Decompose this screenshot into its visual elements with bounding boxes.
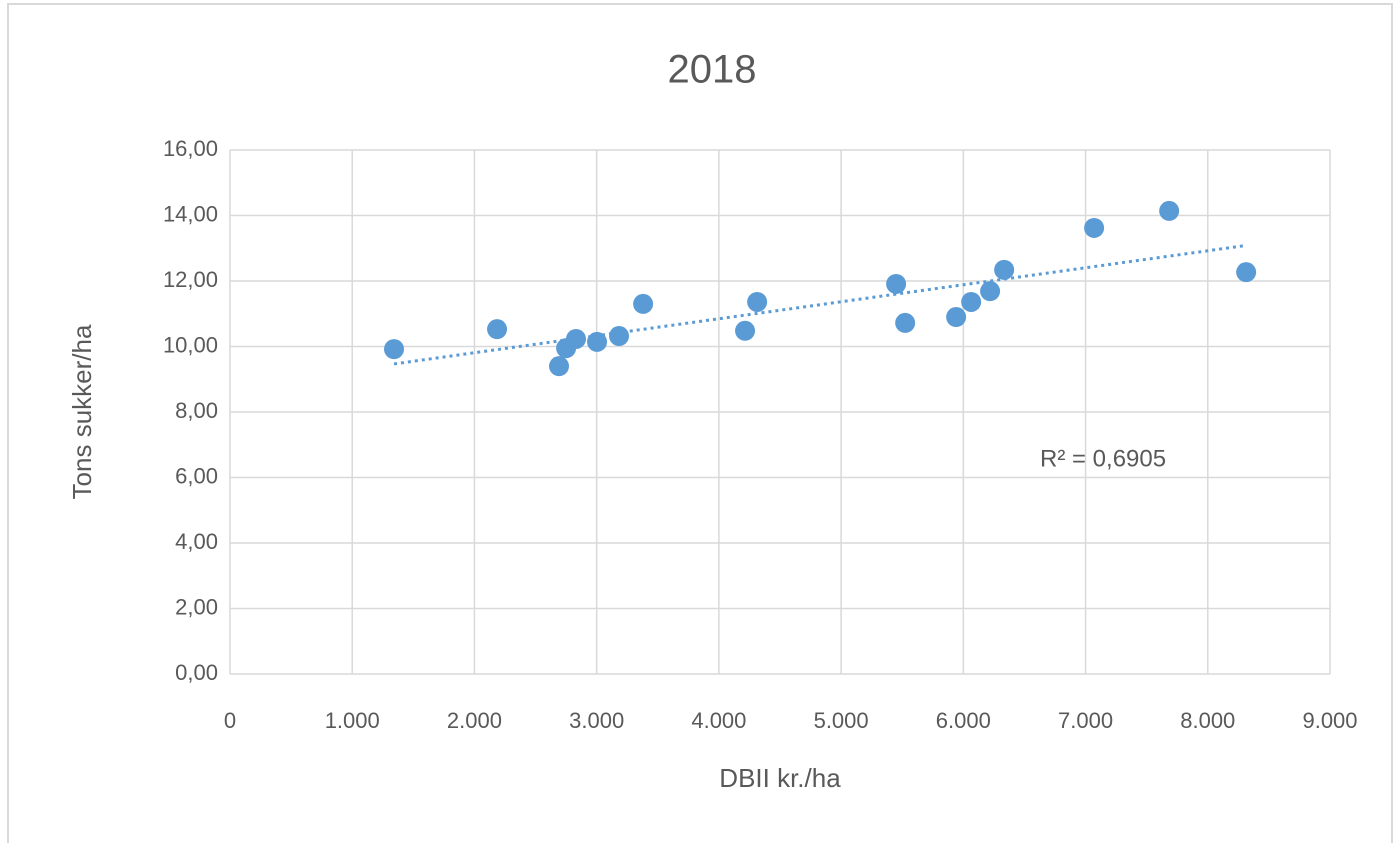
y-tick-label: 16,00 — [163, 136, 218, 161]
y-tick-label: 12,00 — [163, 267, 218, 292]
point — [609, 326, 630, 347]
y-axis-label: Tons sukker/ha — [67, 324, 97, 499]
point — [487, 319, 508, 340]
point — [633, 293, 654, 314]
x-tick-label: 1.000 — [325, 708, 380, 733]
x-tick-label: 4.000 — [691, 708, 746, 733]
x-tick-label: 3.000 — [569, 708, 624, 733]
chart-title: 2018 — [668, 48, 757, 92]
point — [961, 291, 982, 312]
x-axis-label: DBII kr./ha — [719, 763, 841, 793]
y-tick-label: 0,00 — [175, 660, 218, 685]
trendline — [393, 243, 1247, 366]
point — [735, 320, 756, 341]
x-tick-label: 0 — [224, 708, 236, 733]
point — [946, 307, 967, 328]
annotation: R² = 0,6905 — [1040, 445, 1166, 472]
point — [994, 259, 1015, 280]
point — [1159, 200, 1180, 221]
point — [895, 312, 916, 333]
point — [549, 356, 570, 377]
point — [384, 339, 405, 360]
x-tick-label: 6.000 — [936, 708, 991, 733]
point — [747, 291, 768, 312]
y-tick-label: 6,00 — [175, 463, 218, 488]
x-tick-label: 8.000 — [1180, 708, 1235, 733]
y-tick-label: 8,00 — [175, 398, 218, 423]
x-tick-label: 9.000 — [1302, 708, 1357, 733]
x-tick-label: 2.000 — [447, 708, 502, 733]
y-tick-label: 2,00 — [175, 594, 218, 619]
point — [566, 328, 587, 349]
point — [980, 281, 1001, 302]
y-tick-label: 14,00 — [163, 201, 218, 226]
point — [1236, 262, 1257, 283]
point — [587, 331, 608, 352]
y-tick-label: 4,00 — [175, 529, 218, 554]
point — [1084, 217, 1105, 238]
x-tick-label: 7.000 — [1058, 708, 1113, 733]
x-tick-label: 5.000 — [814, 708, 869, 733]
point — [886, 273, 907, 294]
y-tick-label: 10,00 — [163, 332, 218, 357]
chart-frame — [7, 3, 1393, 843]
